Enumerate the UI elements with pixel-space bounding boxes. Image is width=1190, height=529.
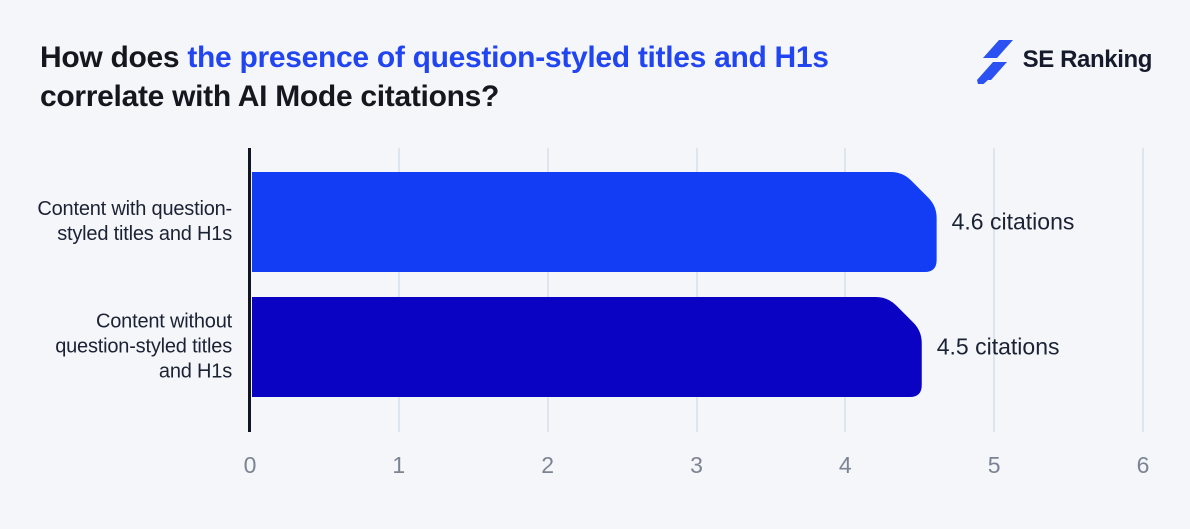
x-tick-label-4: 4 <box>838 452 852 478</box>
x-tick-label-1: 1 <box>392 452 406 478</box>
page-title: How does the presence of question-styled… <box>40 38 870 116</box>
x-tick-label-0: 0 <box>243 452 257 478</box>
chart-plot-area: 4.6 citations 4.5 citations <box>248 148 1144 432</box>
gridline-x-5 <box>993 148 996 432</box>
brand-name: SE Ranking <box>1022 46 1153 73</box>
gridline-x-2 <box>546 148 549 432</box>
x-tick-label-5: 5 <box>987 452 1001 478</box>
bar-value-label: 4.5 citations <box>936 333 1060 360</box>
bar-without-questions <box>252 297 923 397</box>
title-suffix: correlate with AI Mode citations? <box>40 80 500 113</box>
bar-value-label: 4.6 citations <box>951 208 1075 235</box>
title-highlight: the presence of question-styled titles a… <box>187 41 829 74</box>
x-tick-label-6: 6 <box>1136 452 1150 478</box>
se-ranking-logo: SE Ranking <box>971 36 1152 84</box>
gridline-x-4 <box>844 148 847 432</box>
gridline-x-6 <box>1142 148 1144 432</box>
x-tick-label-2: 2 <box>541 452 555 478</box>
y-axis-line <box>248 148 251 432</box>
gridline-x-1 <box>397 148 400 432</box>
gridline-x-3 <box>695 148 698 432</box>
title-prefix: How does <box>40 41 188 74</box>
category-label: Content with question-styled titles and … <box>37 198 232 245</box>
category-label: Content without question-styled titles a… <box>55 310 232 383</box>
bar-with-questions <box>252 172 938 272</box>
lightning-bolt-icon <box>971 36 1013 84</box>
x-tick-label-3: 3 <box>690 452 703 478</box>
